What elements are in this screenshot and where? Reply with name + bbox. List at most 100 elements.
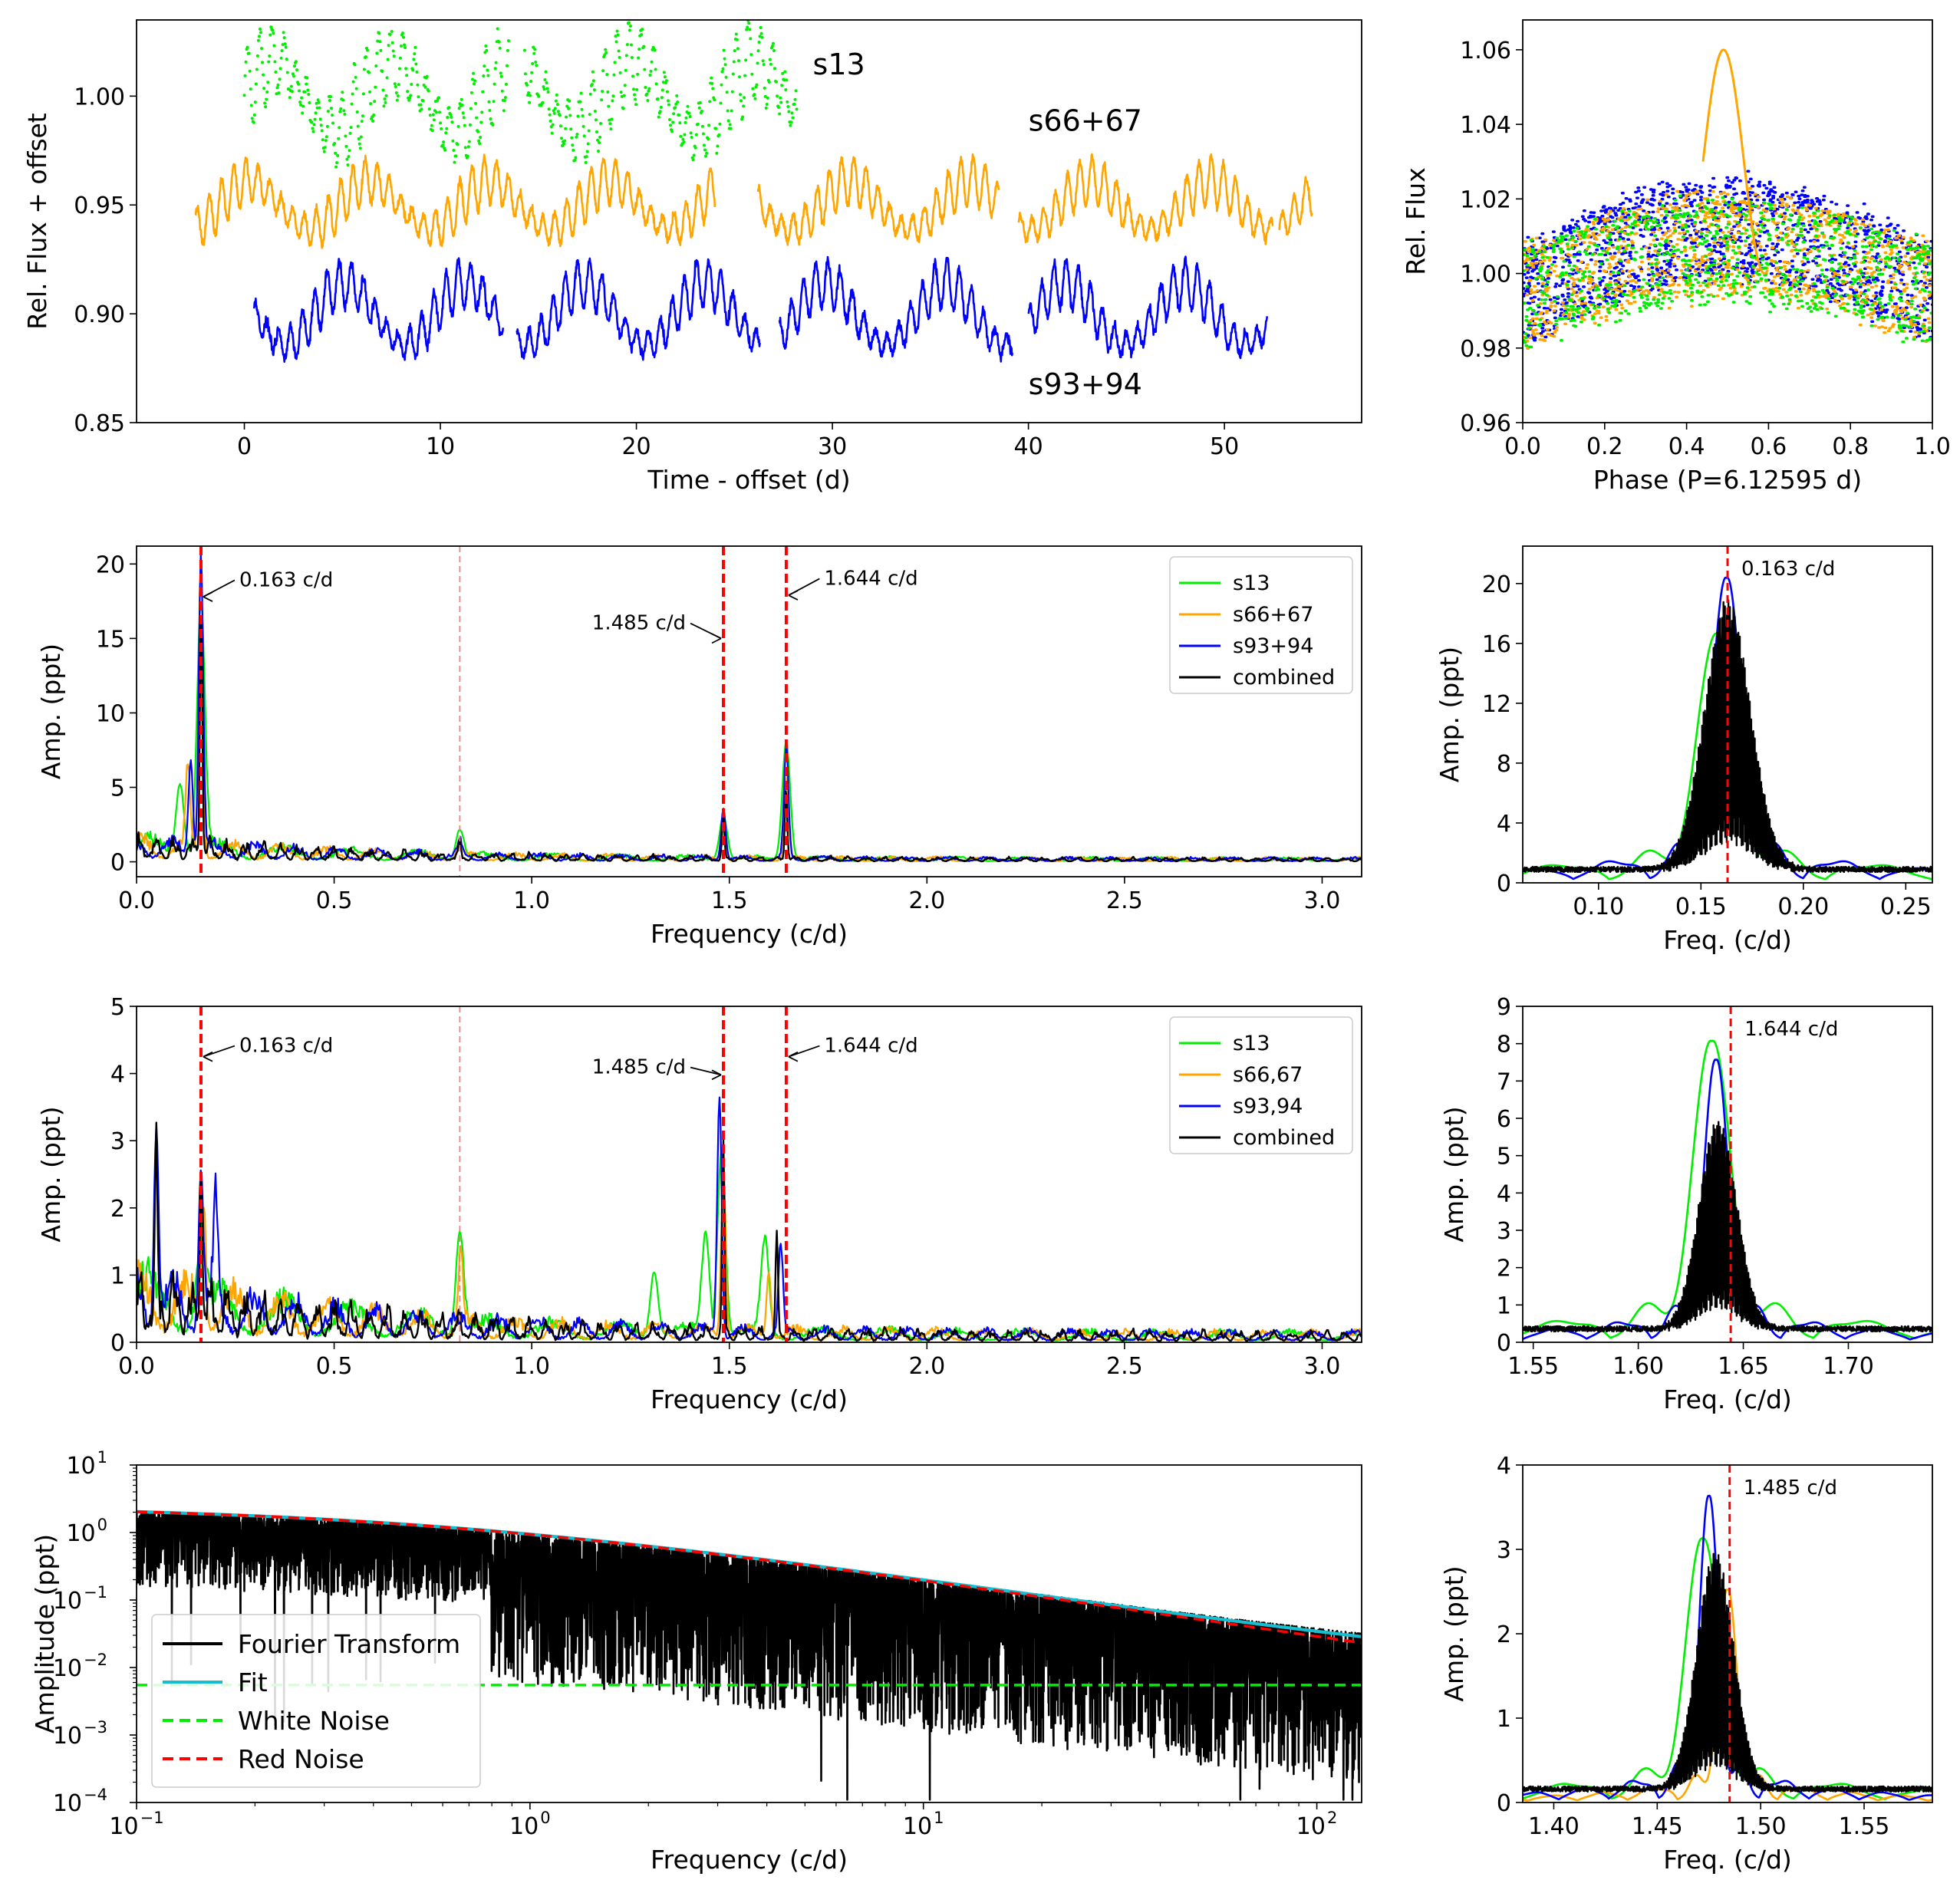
- y-tick-label: 1: [110, 1263, 125, 1289]
- data-point: [594, 118, 598, 122]
- data-point: [437, 96, 441, 100]
- data-point: [413, 45, 417, 49]
- data-point: [684, 120, 687, 124]
- y-axis-label: Amp. (ppt): [36, 644, 66, 779]
- data-point: [371, 119, 375, 123]
- data-point: [409, 94, 413, 97]
- data-point: [290, 90, 294, 94]
- data-point: [670, 130, 674, 133]
- data-point: [694, 133, 698, 137]
- data-point: [580, 107, 584, 111]
- data-point: [252, 120, 255, 124]
- data-point: [795, 107, 799, 111]
- data-point: [255, 67, 259, 71]
- data-point: [534, 61, 538, 64]
- ft1-frame: [136, 545, 1362, 877]
- data-point: [364, 55, 367, 59]
- data-point: [789, 123, 792, 127]
- data-point: [456, 124, 460, 128]
- data-point: [765, 102, 769, 106]
- data-point: [269, 25, 273, 29]
- data-point: [322, 150, 326, 153]
- data-point: [361, 92, 365, 96]
- data-point: [532, 51, 536, 55]
- data-point: [569, 127, 573, 131]
- data-point: [729, 127, 733, 130]
- data-point: [555, 93, 558, 97]
- data-point: [467, 140, 471, 143]
- x-tick-label: 0.15: [1675, 894, 1727, 920]
- y-tick-label: 12: [1482, 691, 1511, 718]
- data-point: [750, 72, 754, 76]
- y-axis-label: Amp. (ppt): [1439, 1106, 1469, 1242]
- series-label: s66+67: [1029, 104, 1142, 138]
- data-point: [611, 94, 615, 98]
- data-point: [593, 110, 597, 114]
- data-point: [766, 96, 769, 100]
- data-point: [407, 98, 411, 102]
- ft2-frame: [136, 1006, 1362, 1343]
- data-point: [503, 96, 507, 100]
- data-point: [505, 64, 509, 67]
- x-tick-label: 1.0: [513, 1353, 550, 1380]
- y-tick-label: 15: [96, 626, 125, 653]
- data-point: [662, 71, 666, 74]
- data-point: [374, 64, 378, 68]
- data-point: [244, 60, 248, 64]
- data-point: [506, 48, 509, 52]
- x-axis-label: Freq. (c/d): [1663, 1845, 1792, 1875]
- data-point: [419, 103, 423, 107]
- data-point: [413, 52, 417, 56]
- data-point: [368, 90, 372, 94]
- data-point: [357, 137, 361, 141]
- data-point: [565, 115, 568, 119]
- data-point: [268, 54, 272, 58]
- data-point: [617, 49, 621, 53]
- y-tick-label: 0.90: [74, 301, 125, 328]
- data-point: [441, 143, 445, 147]
- data-point: [316, 98, 320, 102]
- data-point: [677, 114, 681, 117]
- data-point: [305, 82, 308, 86]
- data-point: [609, 127, 613, 131]
- data-point: [601, 69, 605, 73]
- data-point: [264, 105, 268, 109]
- data-point: [449, 113, 453, 117]
- series-line: [253, 257, 505, 363]
- series-line: [194, 153, 716, 249]
- x-tick-label: 100: [509, 1809, 551, 1840]
- legend-entry: s13: [1233, 1032, 1270, 1055]
- data-point: [676, 100, 680, 104]
- data-point: [396, 94, 400, 97]
- data-point: [450, 115, 453, 119]
- data-point: [622, 94, 626, 97]
- legend-entry: combined: [1233, 1126, 1335, 1150]
- data-point: [743, 74, 747, 77]
- data-point: [767, 80, 771, 84]
- x-tick-label: 40: [1014, 433, 1043, 460]
- data-point: [614, 35, 618, 38]
- data-point: [663, 75, 667, 79]
- x-tick-label: 1.55: [1507, 1353, 1559, 1380]
- y-tick-label: 2: [110, 1196, 125, 1223]
- data-point: [749, 37, 753, 41]
- x-tick-label: 1.5: [711, 1353, 748, 1380]
- x-tick-label: 3.0: [1304, 1353, 1341, 1380]
- data-point: [478, 142, 482, 146]
- data-point: [328, 95, 332, 99]
- data-point: [343, 112, 347, 116]
- data-point: [263, 101, 267, 105]
- data-point: [753, 93, 756, 97]
- data-point: [702, 143, 706, 147]
- data-point: [310, 120, 314, 124]
- data-point: [698, 101, 702, 105]
- data-point: [492, 82, 496, 86]
- data-point: [608, 118, 611, 122]
- data-point: [740, 117, 744, 121]
- series-s93: [253, 255, 1269, 363]
- data-point: [532, 45, 535, 49]
- data-point: [428, 114, 432, 117]
- data-point: [711, 87, 715, 91]
- y-axis-label: Rel. Flux: [1401, 167, 1431, 275]
- spectrum-line: [137, 1121, 1362, 1342]
